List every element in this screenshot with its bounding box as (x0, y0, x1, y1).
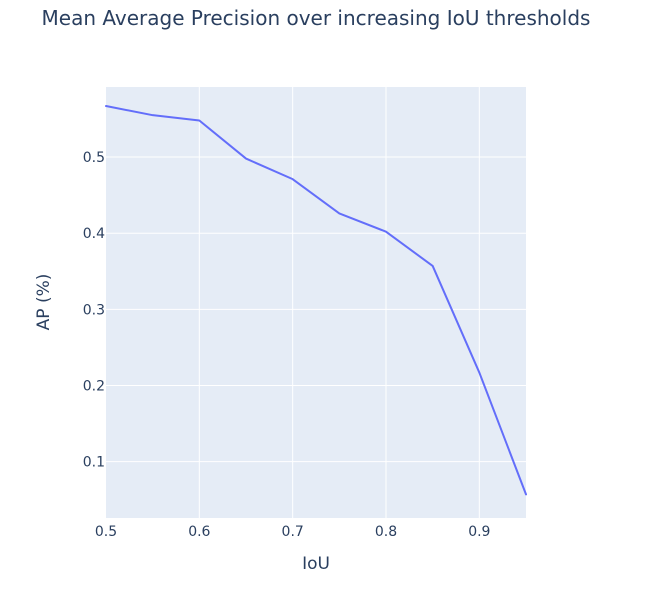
series-points (105, 106, 527, 495)
y-tick-labels: 0.1 0.2 0.3 0.4 0.5 (83, 150, 105, 471)
y-axis-title: AP (%) (34, 274, 54, 331)
y-tick-label: 0.1 (83, 455, 105, 471)
plot-background (106, 87, 526, 518)
y-tick-label: 0.3 (83, 302, 105, 318)
chart-title: Mean Average Precision over increasing I… (42, 6, 591, 30)
y-tick-label: 0.4 (83, 226, 105, 242)
x-tick-label: 0.9 (468, 524, 490, 540)
y-grid-lines (106, 156, 526, 463)
x-tick-label: 0.8 (375, 524, 397, 540)
y-tick-label: 0.5 (83, 150, 105, 166)
x-grid-lines (198, 87, 480, 518)
x-tick-label: 0.6 (188, 524, 210, 540)
x-tick-label: 0.5 (95, 524, 117, 540)
series-line (105, 105, 527, 496)
x-tick-label: 0.7 (282, 524, 304, 540)
y-tick-label: 0.2 (83, 379, 105, 395)
x-axis-title: IoU (302, 554, 330, 574)
x-tick-labels: 0.5 0.6 0.7 0.8 0.9 (95, 524, 491, 540)
